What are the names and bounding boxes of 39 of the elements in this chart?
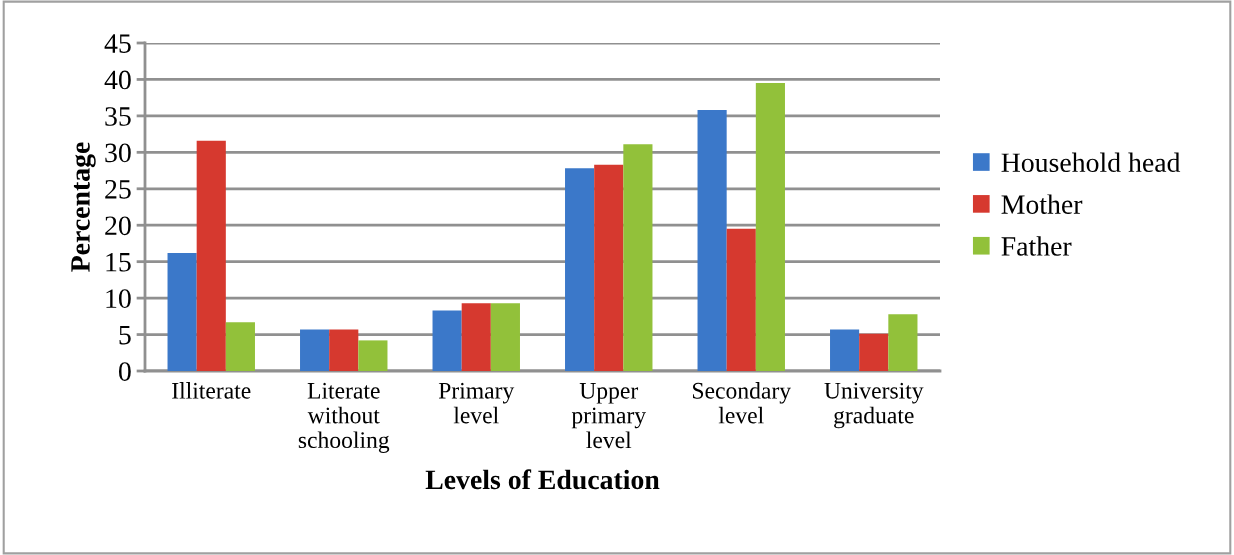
bar — [830, 329, 860, 371]
bar — [565, 168, 595, 371]
y-tick-label: 25 — [105, 180, 131, 199]
y-tick-label: 40 — [104, 70, 131, 90]
x-tick-label: Primary level — [438, 382, 515, 424]
bar — [300, 329, 330, 371]
bar — [755, 83, 785, 371]
bar — [594, 164, 624, 371]
y-axis-title: Percentage — [71, 142, 96, 272]
y-tick-label: 45 — [104, 34, 131, 53]
y-tick-label: 30 — [105, 143, 131, 163]
y-tick-label: 35 — [105, 107, 131, 126]
bar — [888, 314, 918, 371]
x-axis-title: Levels of Education — [425, 469, 660, 490]
x-tick-label: University graduate — [824, 382, 924, 429]
y-tick-label: 10 — [106, 289, 131, 309]
legend-label: Father — [1001, 236, 1072, 256]
x-tick-label: Illiterate — [172, 382, 251, 399]
y-tick-label: 15 — [106, 252, 131, 272]
legend-label: Household head — [1001, 152, 1181, 173]
x-tick-label: Literate without schooling — [298, 382, 390, 453]
x-tick-label: Secondary level — [693, 382, 791, 424]
bar — [726, 228, 756, 371]
legend-label: Mother — [1001, 194, 1083, 214]
bar — [490, 303, 520, 371]
bar — [697, 110, 727, 371]
bar — [432, 310, 462, 371]
bar — [461, 303, 491, 371]
bar — [167, 252, 197, 371]
y-tick-label: 20 — [105, 216, 131, 236]
bar — [623, 144, 653, 371]
bar — [225, 322, 255, 371]
bar — [196, 140, 226, 371]
bar — [859, 333, 889, 371]
y-tick-label: 0 — [118, 362, 131, 381]
bar — [329, 329, 359, 371]
bar — [358, 340, 388, 371]
y-tick-label: 5 — [119, 326, 131, 345]
x-tick-label: Upper primary level — [571, 383, 647, 449]
